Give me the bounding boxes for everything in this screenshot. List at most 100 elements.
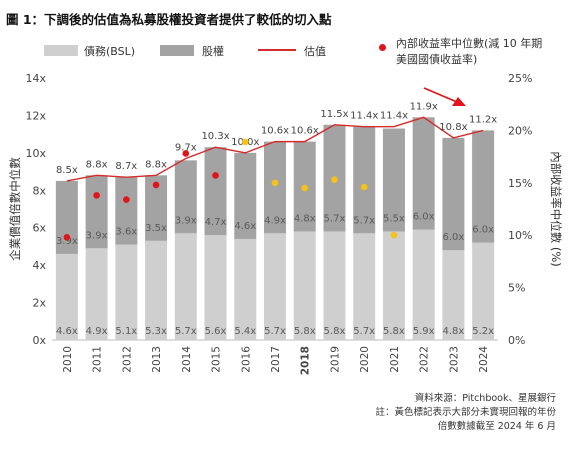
irr-marker — [123, 196, 130, 203]
x-tick-label: 2013 — [151, 346, 163, 373]
legend-debt-swatch — [44, 45, 78, 56]
x-tick-label: 2020 — [359, 346, 371, 373]
equity-value-label: 3.9x — [86, 230, 108, 241]
bar-debt — [204, 235, 227, 340]
debt-value-label: 5.9x — [413, 326, 435, 337]
x-tick-label: 2014 — [181, 346, 193, 373]
debt-value-label: 5.6x — [205, 326, 227, 337]
irr-marker — [63, 233, 71, 241]
legend-equity-label: 股權 — [202, 45, 224, 58]
x-tick-label: 2016 — [240, 346, 252, 373]
bar-equity — [234, 152, 257, 239]
equity-value-label: 4.9x — [264, 215, 286, 226]
bar-equity — [204, 147, 227, 236]
equity-value-label: 5.7x — [324, 213, 346, 224]
legend-valuation-swatch — [258, 49, 296, 51]
y2-tick-label: 15% — [508, 177, 532, 190]
irr-marker — [182, 150, 190, 157]
valuation-value-label: 10.8x — [439, 122, 467, 133]
valuation-value-label: 10.3x — [201, 131, 229, 142]
equity-value-label: 3.5x — [145, 223, 167, 234]
y2-tick-label: 0% — [508, 334, 525, 347]
x-tick-label: 2015 — [211, 346, 223, 373]
irr-marker — [331, 176, 338, 183]
equity-value-label: 6.0x — [442, 232, 464, 243]
irr-marker — [271, 179, 279, 187]
note-yellow-markers: 註：黃色標記表示大部分未實現回報的年份 — [375, 407, 556, 418]
bar-debt — [382, 231, 405, 340]
legend: 債務(BSL) 股權 估值 內部收益率中位數(減 10 年期美國國債收益率) — [0, 0, 570, 80]
x-tick-label: 2017 — [270, 346, 282, 373]
equity-value-label: 4.6x — [234, 221, 256, 232]
valuation-value-label: 8.8x — [145, 159, 167, 170]
y-tick-label: 12x — [25, 109, 46, 122]
bar-equity — [264, 141, 286, 234]
irr-marker — [360, 183, 368, 191]
bar-equity — [382, 128, 405, 232]
irr-marker — [212, 172, 219, 179]
debt-value-label: 5.8x — [294, 326, 316, 337]
legend-equity-swatch — [160, 45, 194, 56]
valuation-value-label: 11.9x — [410, 101, 438, 112]
y2-tick-label: 10% — [508, 229, 532, 242]
y2-axis-title: 內部收益率中位數 (%) — [549, 151, 563, 267]
bar-equity — [353, 126, 376, 234]
irr-marker — [241, 138, 249, 146]
valuation-value-label: 10.6x — [291, 126, 319, 137]
note-source: 資料來源：Pitchbook、星展銀行 — [414, 393, 556, 404]
bar-debt — [472, 242, 495, 340]
bar-equity — [55, 180, 78, 254]
bar-debt — [115, 244, 138, 340]
y2-tick-label: 20% — [508, 124, 532, 137]
x-tick-label: 2012 — [121, 346, 133, 373]
y-tick-label: 2x — [32, 297, 46, 310]
note-data-date: 倍數數據截至 2024 年 6 月 — [437, 421, 556, 432]
bar-debt — [145, 240, 168, 340]
bar-debt — [264, 233, 286, 340]
valuation-value-label: 11.4x — [380, 111, 408, 122]
x-tick-label: 2022 — [419, 346, 431, 373]
valuation-value-label: 11.4x — [350, 111, 378, 122]
legend-irr-dot — [379, 44, 386, 51]
debt-value-label: 5.7x — [264, 326, 286, 337]
equity-value-label: 4.7x — [205, 217, 227, 228]
y-tick-label: 0x — [32, 334, 46, 347]
y-tick-label: 4x — [32, 259, 46, 272]
x-tick-label: 2024 — [478, 346, 490, 373]
bar-equity — [442, 137, 465, 251]
bar-equity — [115, 177, 138, 245]
equity-value-label: 3.6x — [115, 227, 137, 238]
debt-value-label: 5.2x — [472, 326, 494, 337]
equity-value-label: 6.0x — [472, 225, 494, 236]
x-tick-label: 2018 — [300, 346, 312, 375]
trend-arrowhead — [452, 97, 466, 106]
y-tick-label: 6x — [32, 222, 46, 235]
valuation-value-label: 11.2x — [469, 114, 497, 125]
x-tick-label: 2023 — [448, 346, 460, 373]
bar-debt — [55, 253, 78, 340]
valuation-line — [66, 116, 484, 182]
equity-value-label: 5.5x — [383, 213, 405, 224]
bar-debt — [323, 231, 346, 340]
y2-tick-label: 5% — [508, 282, 525, 295]
bar-debt — [234, 238, 257, 340]
debt-value-label: 4.6x — [56, 326, 78, 337]
equity-value-label: 3.9x — [175, 215, 197, 226]
y2-tick-label: 25% — [508, 72, 532, 85]
irr-marker — [390, 231, 398, 239]
valuation-value-label: 11.5x — [320, 109, 348, 120]
debt-value-label: 5.7x — [353, 326, 375, 337]
debt-value-label: 5.7x — [175, 326, 197, 337]
source-notes: 資料來源：Pitchbook、星展銀行 註：黃色標記表示大部分未實現回報的年份 … — [375, 392, 556, 434]
bar-equity — [145, 175, 168, 241]
debt-value-label: 5.1x — [115, 326, 137, 337]
equity-value-label: 6.0x — [413, 212, 435, 223]
bar-debt — [353, 233, 376, 340]
x-tick-label: 2019 — [329, 346, 341, 373]
equity-value-label: 5.7x — [353, 215, 375, 226]
y-tick-label: 8x — [32, 184, 46, 197]
bar-debt — [442, 250, 465, 340]
y-axis-title: 企業價值倍數中位數 — [8, 157, 22, 261]
bar-debt — [85, 248, 108, 340]
